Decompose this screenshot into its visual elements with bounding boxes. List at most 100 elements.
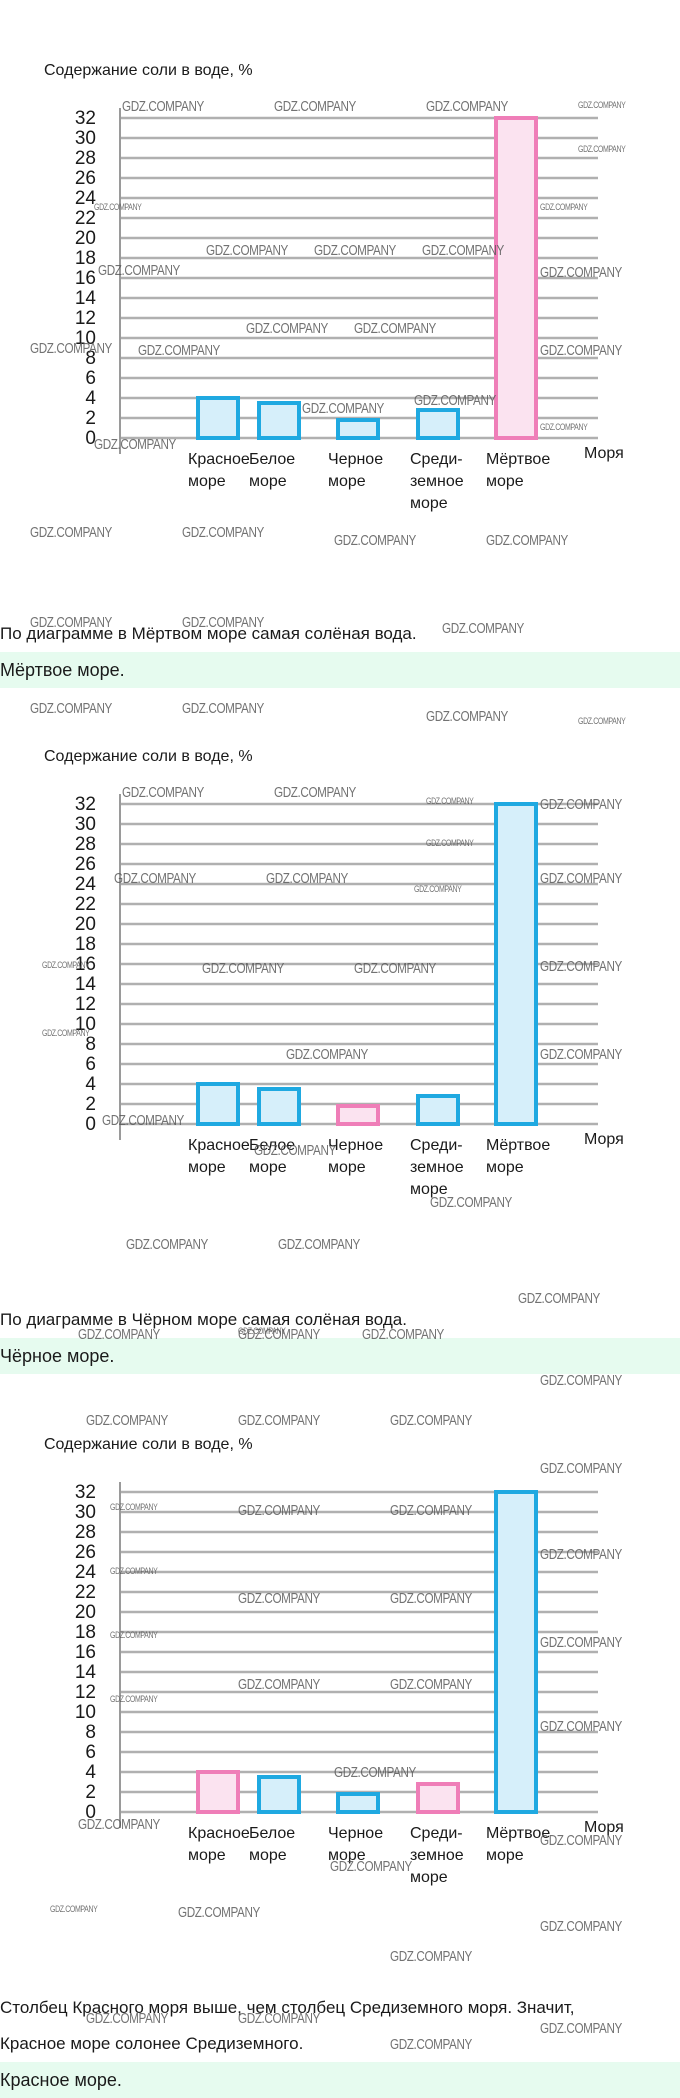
y-tick-label: 12 (75, 994, 96, 1015)
watermark-text: GDZ.COMPANY (426, 796, 474, 806)
y-tick-label: 14 (75, 288, 97, 309)
x-axis-label: Моря (584, 1819, 624, 1836)
category-label: Черное (328, 1137, 383, 1154)
watermark-text: GDZ.COMPANY (122, 98, 204, 115)
watermark-text: GDZ.COMPANY (254, 1142, 336, 1159)
watermark-text: GDZ.COMPANY (426, 838, 474, 848)
watermark-text: GDZ.COMPANY (540, 2020, 622, 2037)
category-label: Красное (188, 1825, 250, 1842)
y-tick-label: 20 (75, 228, 96, 249)
watermark-text: GDZ.COMPANY (182, 700, 264, 717)
y-tick-label: 20 (75, 1602, 96, 1623)
watermark-text: GDZ.COMPANY (540, 958, 622, 975)
watermark-text: GDZ.COMPANY (274, 98, 356, 115)
y-tick-label: 30 (75, 814, 96, 835)
watermark-text: GDZ.COMPANY (540, 796, 622, 813)
watermark-text: GDZ.COMPANY (540, 422, 588, 432)
watermark-text: GDZ.COMPANY (182, 524, 264, 541)
watermark-text: GDZ.COMPANY (274, 784, 356, 801)
bar (196, 1770, 240, 1814)
watermark-text: GDZ.COMPANY (86, 2010, 168, 2027)
category-label: море (410, 1181, 448, 1198)
watermark-text: GDZ.COMPANY (266, 870, 348, 887)
watermark-text: GDZ.COMPANY (442, 620, 524, 637)
category-label: море (249, 473, 287, 490)
y-tick-label: 32 (75, 1482, 96, 1503)
y-tick-label: 18 (75, 248, 96, 269)
watermark-text: GDZ.COMPANY (238, 1412, 320, 1429)
category-label: земное (410, 473, 464, 490)
chart-svg: 02468101214161820222426283032Красноеморе… (75, 794, 624, 1198)
watermark-text: GDZ.COMPANY (42, 1028, 90, 1038)
category-label: море (188, 473, 226, 490)
bar (336, 1104, 380, 1126)
watermark-text: GDZ.COMPANY (178, 1904, 260, 1921)
y-tick-label: 14 (75, 1662, 97, 1683)
watermark-text: GDZ.COMPANY (238, 2010, 320, 2027)
watermark-text: GDZ.COMPANY (286, 1046, 368, 1063)
bar (257, 1775, 301, 1814)
category-label: море (328, 1159, 366, 1176)
y-tick-label: 12 (75, 1682, 96, 1703)
category-label: Белое (249, 1137, 295, 1154)
y-tick-label: 24 (75, 1562, 97, 1583)
watermark-text: GDZ.COMPANY (202, 960, 284, 977)
y-tick-label: 2 (85, 408, 96, 429)
bar (257, 1087, 301, 1126)
y-tick-label: 28 (75, 1522, 96, 1543)
watermark-text: GDZ.COMPANY (330, 1858, 412, 1875)
y-tick-label: 28 (75, 834, 96, 855)
bar (257, 401, 301, 440)
y-tick-label: 26 (75, 854, 96, 875)
explanation-3-line-2: Красное море солонее Средиземного. (0, 2034, 304, 2053)
y-tick-label: 16 (75, 268, 96, 289)
watermark-text: GDZ.COMPANY (314, 242, 396, 259)
bar (196, 1082, 240, 1126)
watermark-text: GDZ.COMPANY (110, 1630, 158, 1640)
x-axis-label: Моря (584, 445, 624, 462)
watermark-text: GDZ.COMPANY (422, 242, 504, 259)
watermark-text: GDZ.COMPANY (206, 242, 288, 259)
watermark-text: GDZ.COMPANY (126, 1236, 208, 1253)
bar (336, 418, 380, 440)
watermark-text: GDZ.COMPANY (540, 202, 588, 212)
watermark-text: GDZ.COMPANY (110, 1694, 158, 1704)
watermark-text: GDZ.COMPANY (238, 1326, 286, 1336)
y-tick-label: 16 (75, 1642, 96, 1663)
watermark-text: GDZ.COMPANY (110, 1502, 158, 1512)
chart-svg: 02468101214161820222426283032Красноеморе… (75, 108, 624, 512)
chart-title: Содержание соли в воде, % (44, 1436, 253, 1453)
explanation-1: По диаграмме в Мёртвом море самая солёна… (0, 624, 417, 643)
chart-title: Содержание соли в воде, % (44, 748, 253, 765)
y-tick-label: 12 (75, 308, 96, 329)
category-label: земное (410, 1159, 464, 1176)
y-tick-label: 26 (75, 168, 96, 189)
watermark-text: GDZ.COMPANY (30, 614, 112, 631)
watermark-text: GDZ.COMPANY (94, 202, 142, 212)
y-tick-label: 0 (85, 1802, 96, 1823)
category-label: Черное (328, 451, 383, 468)
y-tick-label: 8 (85, 1722, 96, 1743)
watermark-text: GDZ.COMPANY (78, 1816, 160, 1833)
watermark-text: GDZ.COMPANY (540, 1460, 622, 1477)
watermark-text: GDZ.COMPANY (30, 524, 112, 541)
category-label: море (188, 1847, 226, 1864)
watermark-text: GDZ.COMPANY (578, 100, 626, 110)
watermark-text: GDZ.COMPANY (50, 1904, 98, 1914)
x-axis-label: Моря (584, 1131, 624, 1148)
bar (416, 1782, 460, 1814)
y-tick-label: 32 (75, 794, 96, 815)
watermark-text: GDZ.COMPANY (110, 1566, 158, 1576)
watermark-text: GDZ.COMPANY (540, 1372, 622, 1389)
watermark-text: GDZ.COMPANY (102, 1112, 184, 1129)
y-tick-label: 2 (85, 1782, 96, 1803)
category-label: море (188, 1159, 226, 1176)
watermark-text: GDZ.COMPANY (414, 884, 462, 894)
y-tick-label: 30 (75, 1502, 96, 1523)
y-tick-label: 18 (75, 934, 96, 955)
bar (416, 1094, 460, 1126)
category-label: Белое (249, 1825, 295, 1842)
chart-svg: 02468101214161820222426283032Красноеморе… (75, 1482, 624, 1886)
y-tick-label: 26 (75, 1542, 96, 1563)
watermark-text: GDZ.COMPANY (238, 1676, 320, 1693)
